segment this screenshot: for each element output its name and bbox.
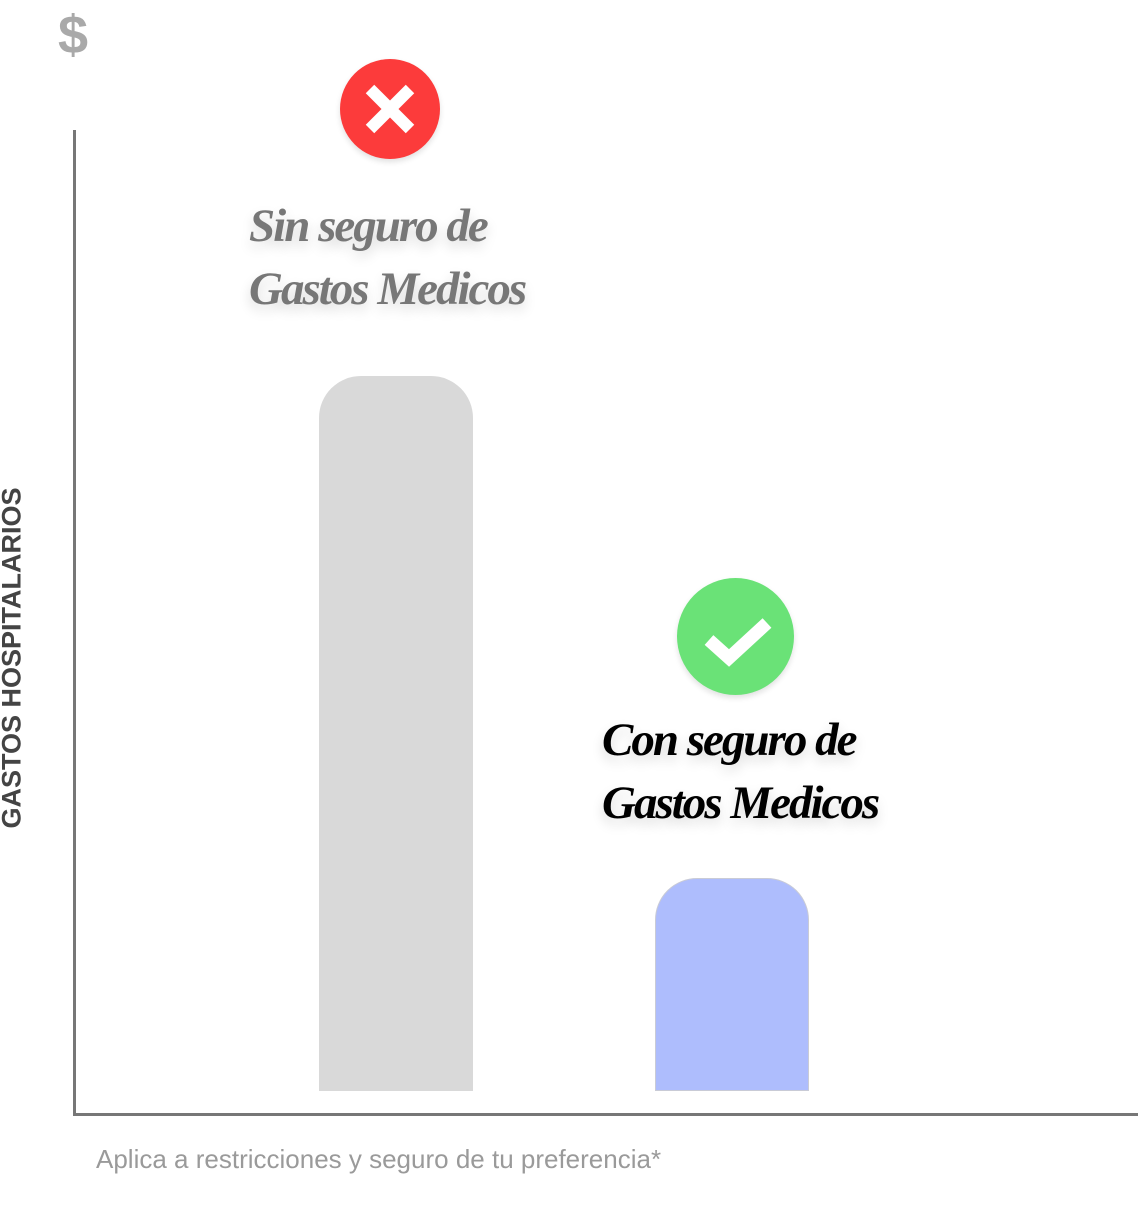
bar-label-line: Gastos Medicos: [249, 263, 527, 315]
bar-con-seguro: [655, 877, 809, 1091]
bar-label-line: Con seguro de: [602, 714, 857, 766]
bar-label-line: Gastos Medicos: [602, 777, 880, 829]
y-axis-line: [73, 130, 76, 1116]
bar-label-sin-seguro: Sin seguro de Gastos Medicos: [249, 195, 527, 321]
currency-symbol: $: [58, 5, 89, 65]
footnote: Aplica a restricciones y seguro de tu pr…: [96, 1144, 662, 1174]
bar-label-line: Sin seguro de: [249, 200, 489, 252]
x-circle-icon: [340, 59, 440, 159]
x-axis-line: [73, 1113, 1138, 1116]
bar-sin-seguro: [319, 376, 473, 1091]
check-circle-icon: [677, 578, 794, 695]
y-axis-label: GASTOS HOSPITALARIOS: [0, 487, 27, 829]
bar-label-con-seguro: Con seguro de Gastos Medicos: [602, 709, 880, 835]
